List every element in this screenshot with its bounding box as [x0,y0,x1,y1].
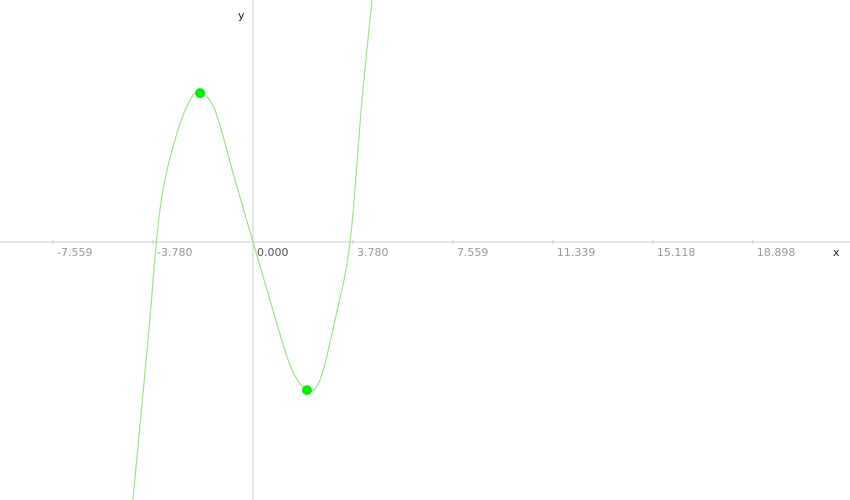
x-tick-label: 7.559 [457,246,489,259]
extremum-point [195,88,206,99]
x-tick-label: 15.118 [657,246,696,259]
extremum-point [301,385,312,396]
x-tick-label: 11.339 [557,246,596,259]
y-axis-label: y [238,9,245,22]
x-tick-label: 3.780 [357,246,389,259]
x-axis-label: x [833,246,840,259]
x-tick-label: 0.000 [257,246,289,259]
x-tick-label: -7.559 [57,246,92,259]
x-tick-label: 18.898 [757,246,796,259]
x-tick-label: -3.780 [157,246,192,259]
curve [132,0,373,500]
